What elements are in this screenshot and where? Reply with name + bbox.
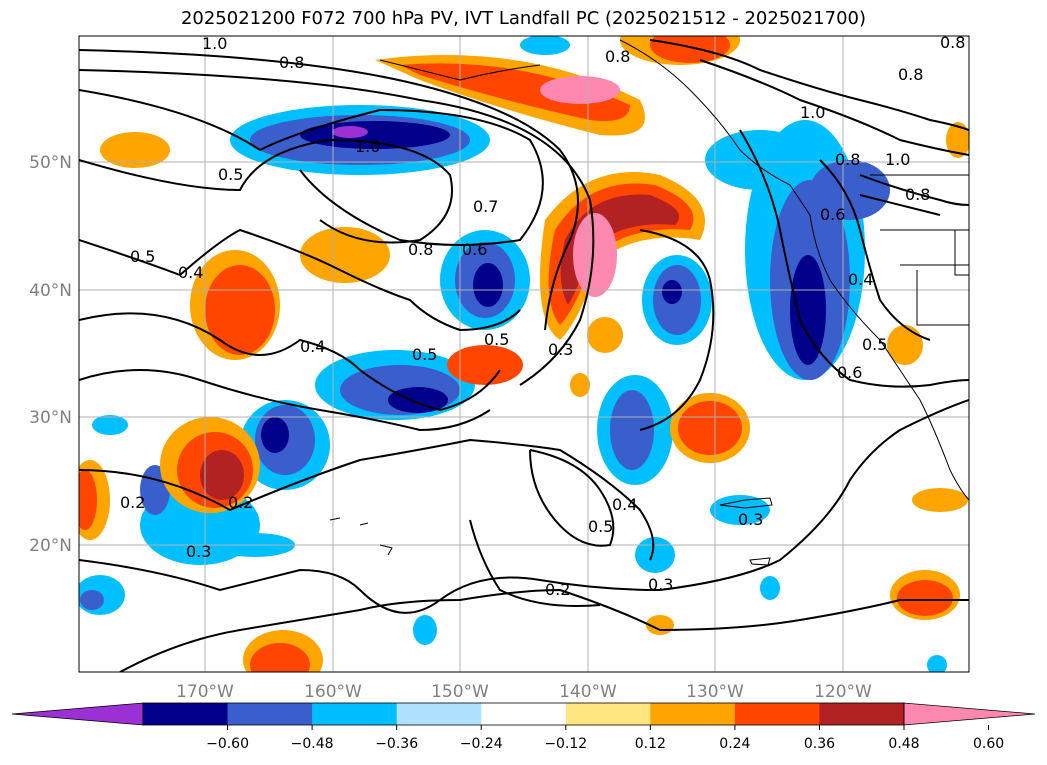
contour-label: 0.5 xyxy=(218,165,243,184)
colorbar-segment xyxy=(396,703,482,725)
contour-label: 0.3 xyxy=(738,510,763,529)
contour-label: 0.8 xyxy=(905,185,930,204)
contour-label: 0.5 xyxy=(862,335,887,354)
colorbar-frame xyxy=(142,702,905,726)
contour-label: 1.0 xyxy=(202,34,227,53)
colorbar-tick-label: −0.36 xyxy=(375,736,418,752)
contour-label: 0.6 xyxy=(820,205,845,224)
colorbar-segment xyxy=(565,703,651,725)
contour-label: 0.8 xyxy=(898,65,923,84)
map-frame xyxy=(78,35,970,673)
contour-label: 0.6 xyxy=(462,240,487,259)
contour-label: 0.3 xyxy=(648,575,673,594)
lat-label: 20°N xyxy=(29,536,72,556)
colorbar-tick-label: 0.12 xyxy=(635,736,666,752)
contour-label: 0.4 xyxy=(848,270,873,289)
contour-label: 0.3 xyxy=(548,340,573,359)
colorbar-tick-label: −0.48 xyxy=(291,736,334,752)
lat-label: 50°N xyxy=(29,153,72,173)
contour-label: 0.8 xyxy=(279,53,304,72)
contour-label: 0.4 xyxy=(300,337,325,356)
colorbar-tick-label: −0.24 xyxy=(460,736,503,752)
lon-label: 160°W xyxy=(304,682,362,702)
contour-label: 0.2 xyxy=(228,493,253,512)
colorbar-extend-max xyxy=(903,702,1036,726)
pv-contours xyxy=(79,39,969,672)
map-title: 2025021200 F072 700 hPa PV, IVT Landfall… xyxy=(180,8,867,29)
colorbar-segment xyxy=(227,703,313,725)
shaded-pv-anomalies xyxy=(79,36,969,672)
contour-label: 0.5 xyxy=(588,517,613,536)
contour-label: 0.4 xyxy=(612,495,637,514)
contour-label: 0.7 xyxy=(473,197,498,216)
contour-label-group: 1.0 0.8 0.5 1.0 0.7 0.6 0.8 0.5 0.4 0.4 … xyxy=(120,33,965,599)
colorbar-tick-label: 0.60 xyxy=(973,736,1004,752)
lat-label: 30°N xyxy=(29,408,72,428)
lon-label: 150°W xyxy=(431,682,489,702)
contour-label: 1.0 xyxy=(800,103,825,122)
contour-label: 0.8 xyxy=(408,240,433,259)
contour-label: 0.5 xyxy=(484,330,509,349)
colorbar-tick-label: 0.48 xyxy=(888,736,919,752)
contour-label: 0.5 xyxy=(130,247,155,266)
contour-label: 0.4 xyxy=(178,263,203,282)
colorbar-tick-label: 0.36 xyxy=(804,736,835,752)
colorbar-tick-label: −0.60 xyxy=(206,736,249,752)
lon-label: 130°W xyxy=(686,682,744,702)
lon-label: 170°W xyxy=(176,682,234,702)
contour-label: 0.8 xyxy=(605,47,630,66)
colorbar-extend-min xyxy=(11,702,144,726)
contour-label: 0.5 xyxy=(412,345,437,364)
colorbar-segment xyxy=(312,703,398,725)
negative-anomaly-blobs xyxy=(79,36,947,672)
colorbar: −0.60 −0.48 −0.36 −0.24 −0.12 0.12 0.24 0.36 0.4… xyxy=(11,702,1036,752)
colorbar-segment xyxy=(819,703,905,725)
contour-label: 1.0 xyxy=(355,137,380,156)
contour-label: 1.0 xyxy=(885,150,910,169)
colorbar-tick-label: −0.12 xyxy=(544,736,587,752)
contour-label: 0.2 xyxy=(545,580,570,599)
contour-label: 0.6 xyxy=(837,363,862,382)
lon-label: 120°W xyxy=(814,682,872,702)
colorbar-segment xyxy=(481,703,567,725)
coastlines xyxy=(329,39,969,566)
latitude-labels: 50°N 40°N 30°N 20°N xyxy=(29,153,72,556)
colorbar-segment xyxy=(650,703,736,725)
contour-label: 0.8 xyxy=(940,33,965,52)
contour-label: 0.8 xyxy=(835,150,860,169)
lat-label: 40°N xyxy=(29,281,72,301)
lon-label: 140°W xyxy=(559,682,617,702)
colorbar-segment xyxy=(734,703,820,725)
contour-label: 0.3 xyxy=(186,542,211,561)
longitude-labels: 170°W 160°W 150°W 140°W 130°W 120°W xyxy=(176,682,872,702)
colorbar-segment xyxy=(143,703,229,725)
contour-label: 0.2 xyxy=(120,493,145,512)
colorbar-tick-label: 0.24 xyxy=(719,736,750,752)
